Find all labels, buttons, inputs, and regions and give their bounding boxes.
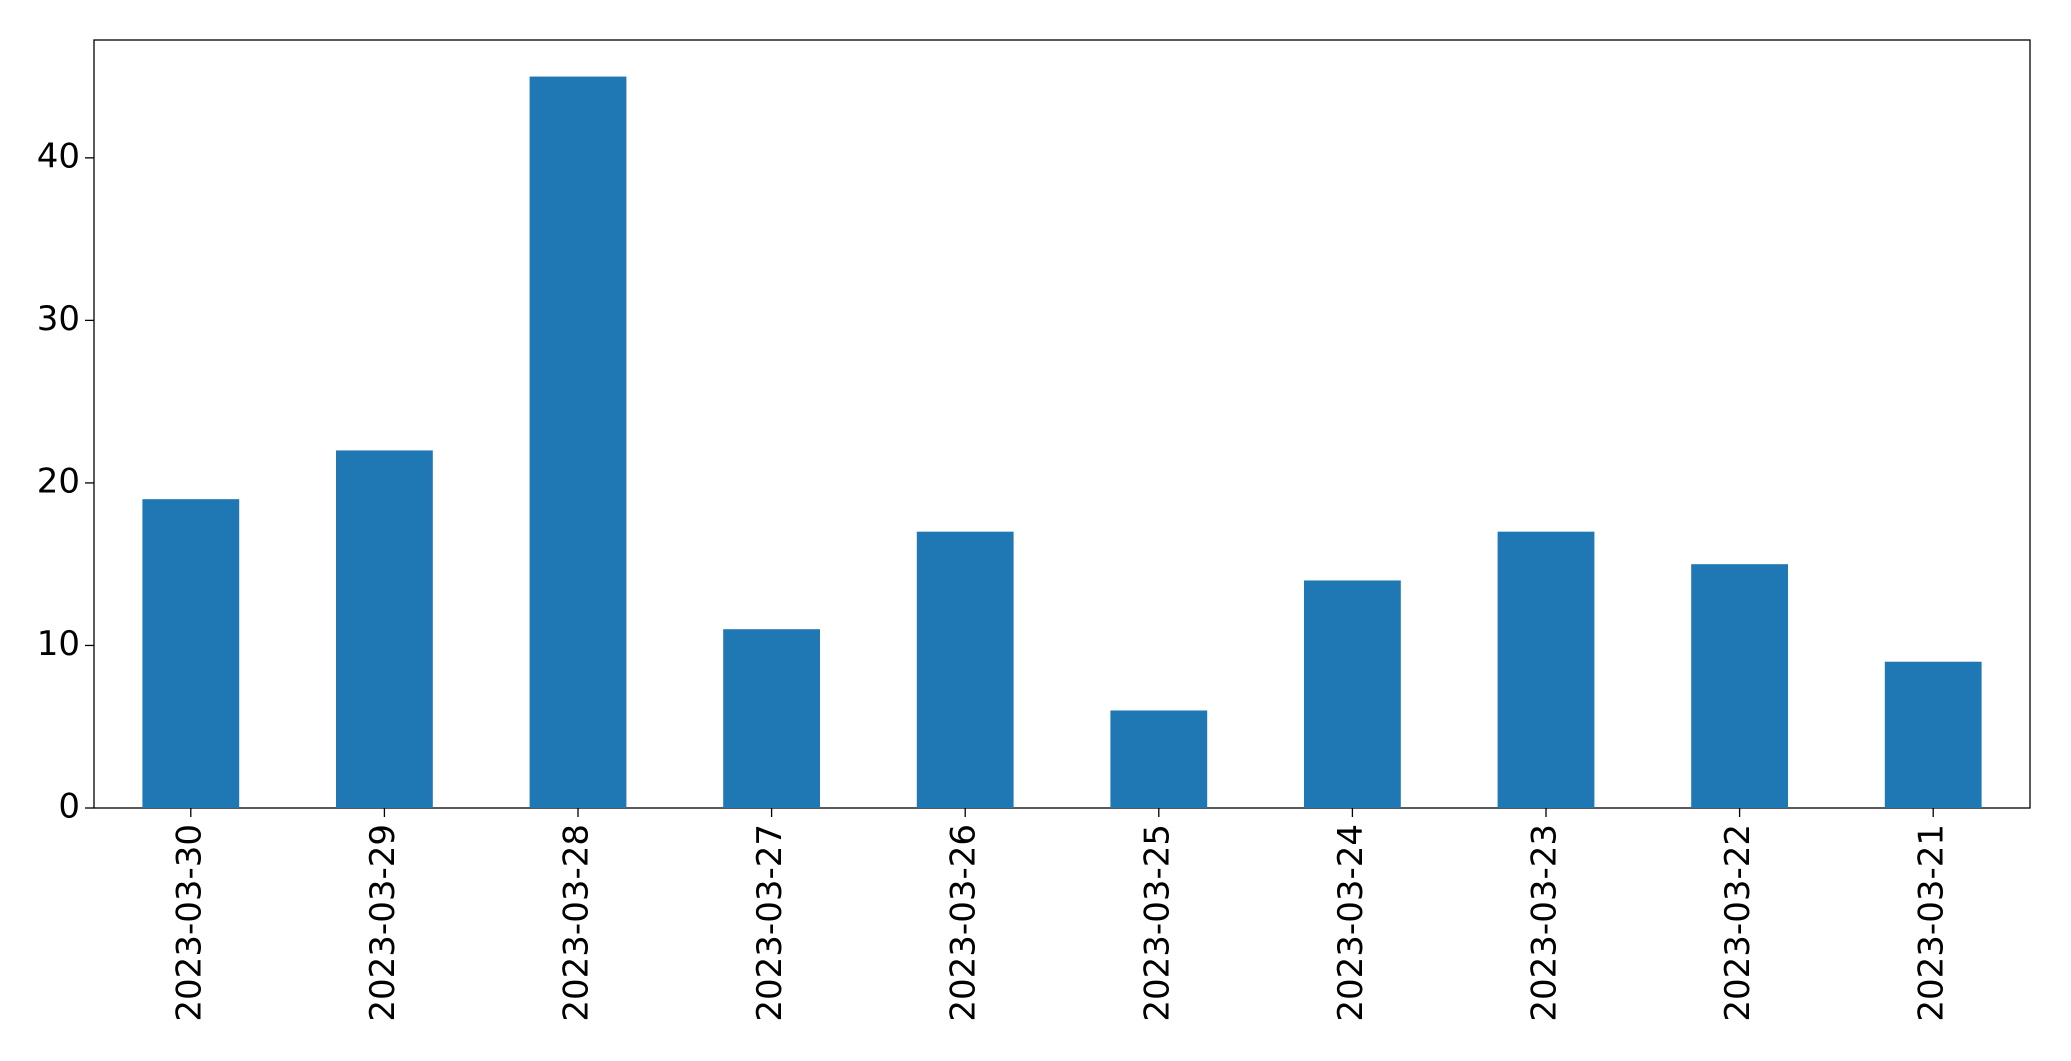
x-tick-label: 2023-03-28 [557, 824, 597, 1022]
bar [916, 531, 1014, 808]
bar [336, 450, 433, 808]
bar [723, 629, 820, 808]
x-tick-label: 2023-03-22 [1718, 824, 1758, 1022]
y-tick-label: 20 [37, 461, 80, 501]
y-tick-label: 10 [37, 624, 80, 664]
x-tick-label: 2023-03-27 [750, 824, 790, 1022]
x-tick-label: 2023-03-29 [363, 824, 403, 1022]
bar [1884, 661, 1982, 808]
bar [1110, 710, 1208, 808]
y-tick-label: 0 [58, 787, 80, 827]
bar [1691, 564, 1788, 808]
bar [1497, 531, 1595, 808]
bar [1304, 580, 1401, 808]
y-tick-label: 30 [37, 299, 80, 339]
x-tick-label: 2023-03-25 [1137, 824, 1177, 1022]
bar [529, 76, 627, 809]
y-tick-label: 40 [37, 136, 80, 176]
bar [142, 499, 240, 808]
x-tick-label: 2023-03-30 [169, 824, 209, 1022]
x-tick-label: 2023-03-21 [1912, 824, 1952, 1022]
x-tick-label: 2023-03-24 [1331, 824, 1371, 1022]
plot-frame [93, 39, 2031, 809]
x-tick-label: 2023-03-26 [944, 824, 984, 1022]
x-tick-label: 2023-03-23 [1525, 824, 1565, 1022]
